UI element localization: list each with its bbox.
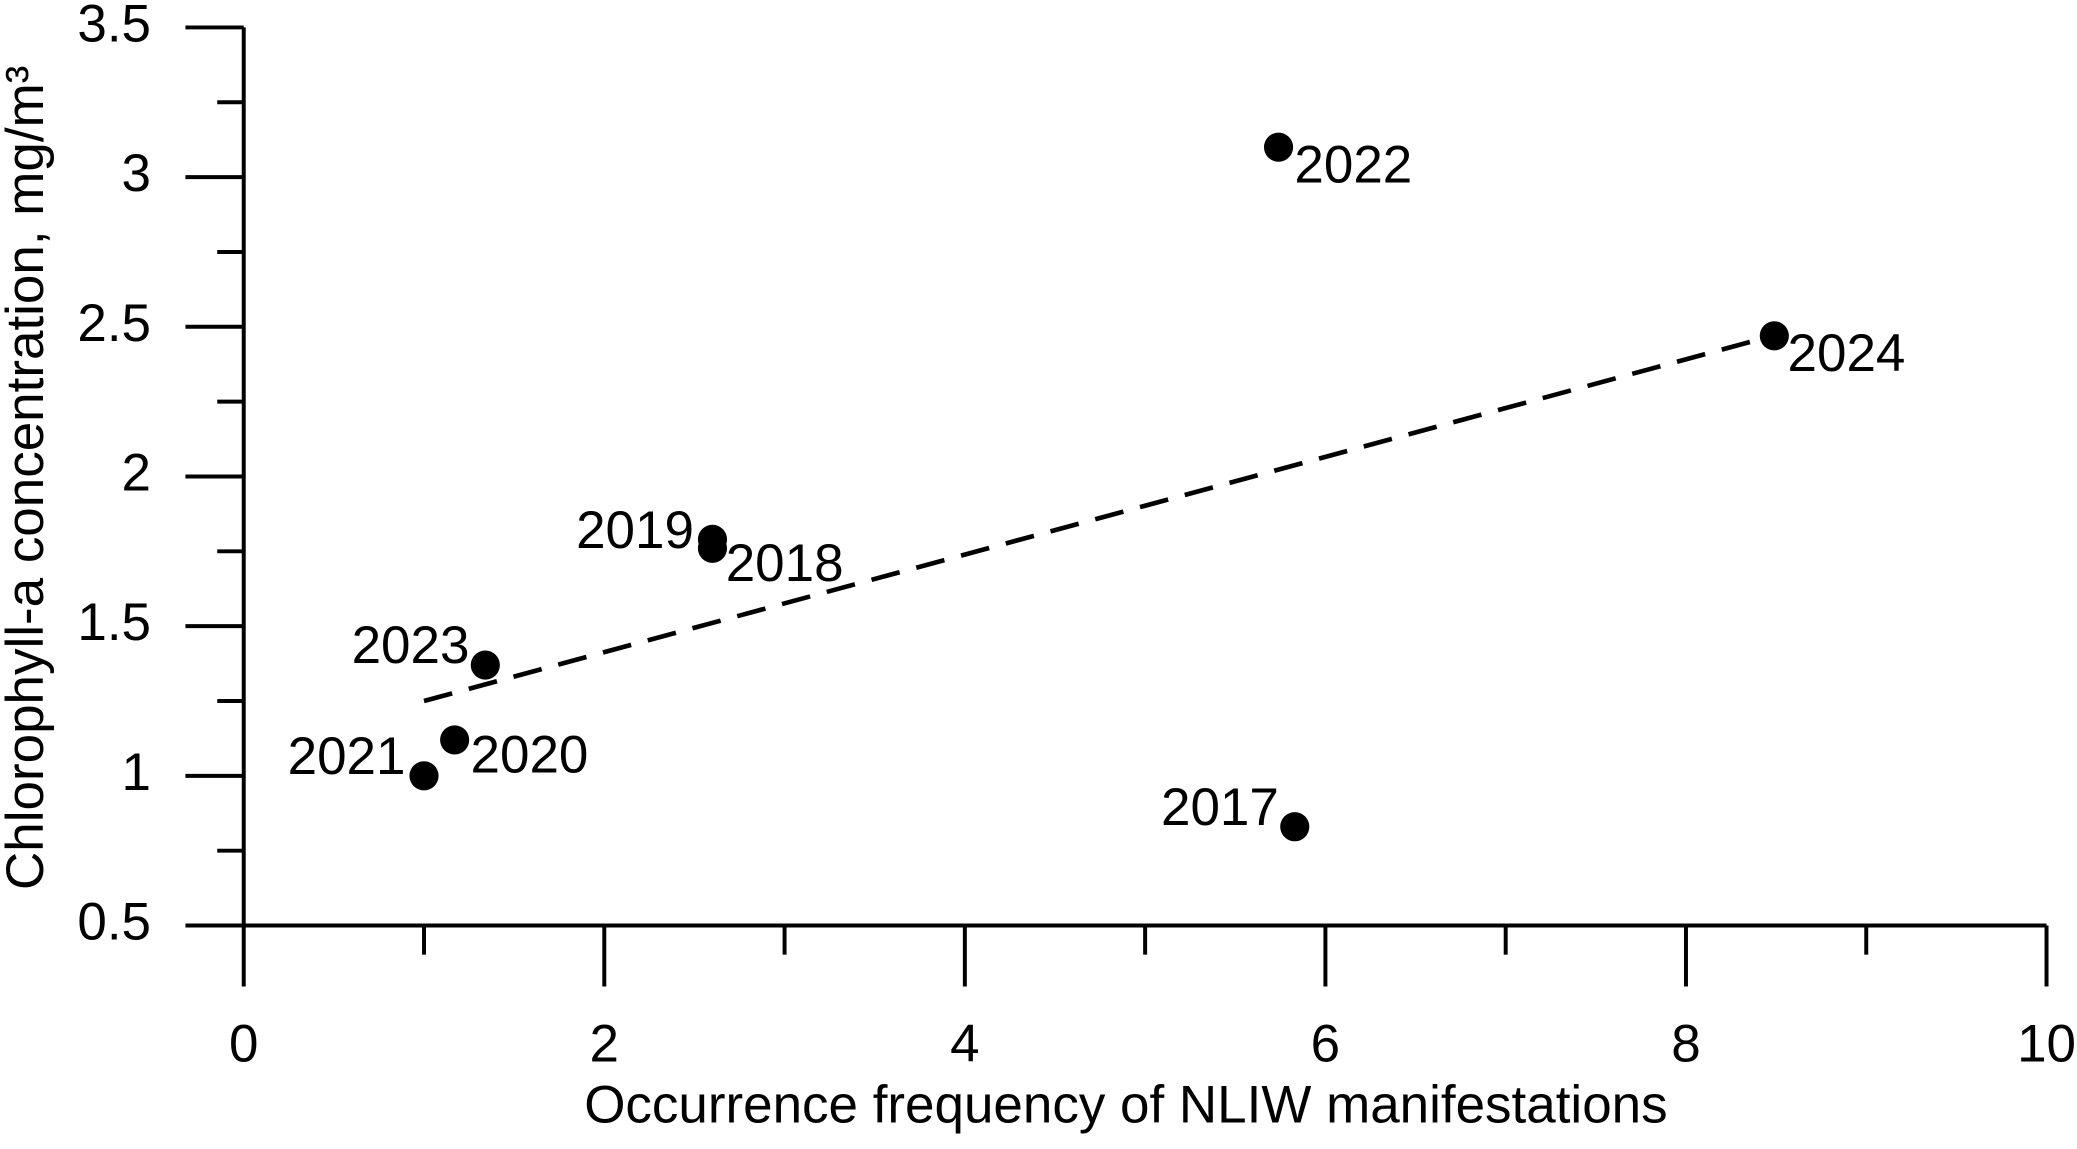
point xyxy=(409,761,439,791)
point-label: 2023 xyxy=(352,616,470,675)
point-label: 2021 xyxy=(288,727,406,786)
y-tick-label: 0.5 xyxy=(77,893,151,952)
y-tick-label: 1 xyxy=(122,743,151,802)
y-tick-label: 2 xyxy=(122,443,151,502)
point-label: 2024 xyxy=(1788,324,1906,383)
x-tick-label: 10 xyxy=(2017,1014,2076,1073)
x-axis-title: Occurrence frequency of NLIW manifestati… xyxy=(584,1075,1667,1134)
point-label: 2019 xyxy=(576,501,694,560)
x-tick-label: 2 xyxy=(590,1014,619,1073)
point xyxy=(1263,132,1294,162)
point xyxy=(697,524,728,554)
x-tick-label: 6 xyxy=(1311,1014,1340,1073)
point-label: 2017 xyxy=(1161,778,1279,837)
point xyxy=(1280,812,1310,842)
x-tick-label: 8 xyxy=(1671,1014,1700,1073)
point-label: 2020 xyxy=(471,725,589,784)
x-tick-label: 0 xyxy=(229,1014,258,1073)
point xyxy=(1759,321,1789,351)
y-axis-title: Chlorophyll-a concentration, mg/m³ xyxy=(0,66,55,890)
point xyxy=(440,725,470,755)
point-label: 2018 xyxy=(726,534,844,593)
y-tick-label: 3.5 xyxy=(77,0,151,53)
y-tick-label: 1.5 xyxy=(77,593,151,652)
point-label: 2022 xyxy=(1294,135,1412,194)
point xyxy=(470,650,500,680)
x-tick-label: 4 xyxy=(950,1014,979,1073)
y-tick-label: 3 xyxy=(122,144,151,203)
y-tick-label: 2.5 xyxy=(77,294,151,353)
